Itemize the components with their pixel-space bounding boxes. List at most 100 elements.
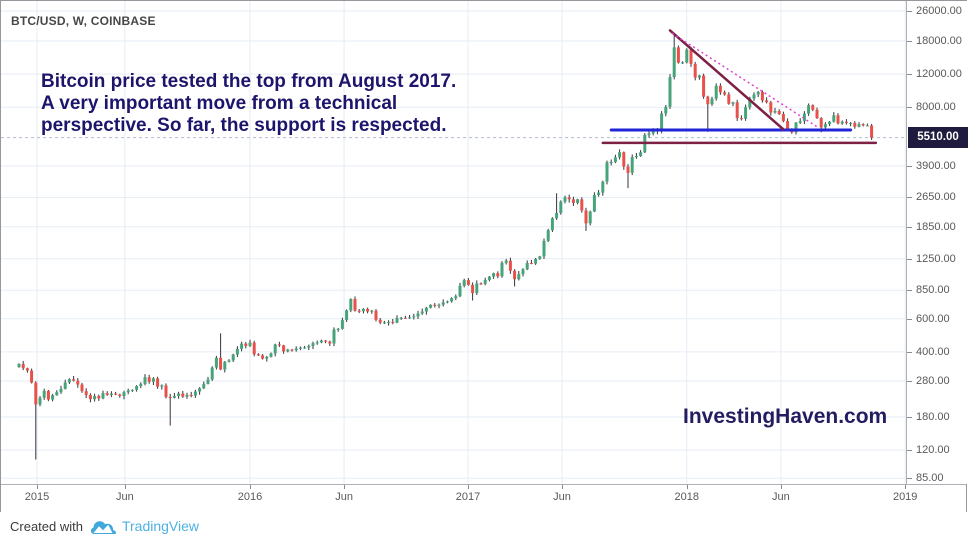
candle-body[interactable]	[55, 392, 59, 396]
candle-body[interactable]	[823, 124, 827, 128]
candle-body[interactable]	[265, 356, 269, 359]
candle-body[interactable]	[84, 391, 88, 395]
candle-body[interactable]	[273, 344, 277, 354]
candle-body[interactable]	[630, 157, 634, 173]
candle-body[interactable]	[840, 121, 844, 124]
candle-body[interactable]	[399, 317, 403, 319]
candle-body[interactable]	[139, 383, 143, 387]
price-axis[interactable]: 26000.00 18000.00 12000.00 8000.00 3900.00 26…	[906, 1, 967, 484]
candle-body[interactable]	[349, 298, 353, 311]
candle-body[interactable]	[563, 197, 567, 202]
candle-body[interactable]	[870, 125, 874, 138]
candle-body[interactable]	[786, 121, 790, 129]
candle-body[interactable]	[580, 199, 584, 211]
candle-body[interactable]	[17, 363, 21, 368]
candle-body[interactable]	[256, 354, 260, 356]
candle-body[interactable]	[647, 133, 651, 135]
candle-body[interactable]	[660, 113, 664, 132]
candle-body[interactable]	[34, 382, 38, 405]
candle-body[interactable]	[395, 317, 399, 323]
candle-body[interactable]	[689, 49, 693, 64]
candle-body[interactable]	[181, 393, 185, 397]
candle-body[interactable]	[798, 121, 802, 123]
candle-body[interactable]	[282, 345, 286, 352]
candle-body[interactable]	[517, 274, 521, 280]
candle-body[interactable]	[114, 393, 118, 395]
candle-body[interactable]	[210, 367, 214, 380]
candle-body[interactable]	[235, 348, 239, 355]
candle-body[interactable]	[269, 353, 273, 357]
candle-body[interactable]	[450, 298, 454, 302]
candle-body[interactable]	[424, 307, 428, 312]
candle-body[interactable]	[550, 218, 554, 231]
candle-body[interactable]	[135, 386, 139, 390]
candle-body[interactable]	[781, 114, 785, 122]
candle-body[interactable]	[601, 181, 605, 193]
candle-body[interactable]	[202, 383, 206, 389]
candle-body[interactable]	[433, 304, 437, 306]
candle-body[interactable]	[130, 389, 134, 391]
candle-body[interactable]	[739, 118, 743, 120]
candle-body[interactable]	[294, 348, 298, 351]
candle-body[interactable]	[118, 394, 122, 396]
candle-body[interactable]	[571, 199, 575, 203]
candle-body[interactable]	[311, 343, 315, 346]
candle-body[interactable]	[93, 395, 97, 400]
candle-body[interactable]	[685, 49, 689, 63]
candle-body[interactable]	[849, 122, 853, 124]
candle-body[interactable]	[105, 393, 109, 395]
dotted-trendline[interactable]	[671, 32, 818, 128]
candle-body[interactable]	[672, 47, 676, 78]
candle-body[interactable]	[706, 96, 710, 105]
candle-body[interactable]	[861, 124, 865, 126]
candle-body[interactable]	[261, 355, 265, 359]
candle-body[interactable]	[147, 377, 151, 382]
candle-body[interactable]	[756, 91, 760, 95]
candle-body[interactable]	[542, 240, 546, 257]
candle-body[interactable]	[605, 162, 609, 182]
candle-body[interactable]	[832, 115, 836, 122]
candle-body[interactable]	[819, 118, 823, 128]
candle-body[interactable]	[693, 63, 697, 78]
candle-body[interactable]	[214, 357, 218, 368]
candle-body[interactable]	[240, 343, 244, 349]
candle-body[interactable]	[504, 260, 508, 263]
candle-body[interactable]	[88, 394, 92, 400]
candle-body[interactable]	[462, 280, 466, 286]
candle-body[interactable]	[723, 92, 727, 95]
candle-body[interactable]	[588, 211, 592, 224]
candle-body[interactable]	[357, 310, 361, 312]
candle-body[interactable]	[198, 388, 202, 392]
candle-body[interactable]	[72, 379, 76, 381]
candle-body[interactable]	[592, 194, 596, 212]
candle-body[interactable]	[718, 85, 722, 93]
candle-body[interactable]	[828, 121, 832, 125]
candle-body[interactable]	[794, 122, 798, 133]
candle-body[interactable]	[445, 301, 449, 303]
candle-body[interactable]	[361, 308, 365, 312]
candle-body[interactable]	[681, 62, 685, 64]
candle-body[interactable]	[639, 152, 643, 156]
candle-body[interactable]	[223, 361, 227, 370]
candle-body[interactable]	[378, 319, 382, 323]
candle-body[interactable]	[303, 347, 307, 349]
candle-body[interactable]	[59, 388, 63, 393]
candle-body[interactable]	[508, 260, 512, 271]
candle-body[interactable]	[727, 94, 731, 104]
candle-body[interactable]	[30, 370, 34, 383]
candle-body[interactable]	[366, 308, 370, 312]
candle-body[interactable]	[844, 121, 848, 123]
candle-body[interactable]	[836, 115, 840, 124]
candle-body[interactable]	[336, 328, 340, 330]
candle-body[interactable]	[597, 192, 601, 195]
candle-body[interactable]	[315, 342, 319, 344]
candle-body[interactable]	[46, 390, 50, 400]
candle-body[interactable]	[752, 94, 756, 99]
candle-body[interactable]	[559, 201, 563, 213]
candle-body[interactable]	[126, 390, 130, 393]
candle-body[interactable]	[328, 341, 332, 344]
tradingview-brand-label[interactable]: TradingView	[121, 518, 200, 534]
candle-body[interactable]	[307, 345, 311, 348]
candle-body[interactable]	[177, 393, 181, 396]
candle-body[interactable]	[475, 283, 479, 294]
